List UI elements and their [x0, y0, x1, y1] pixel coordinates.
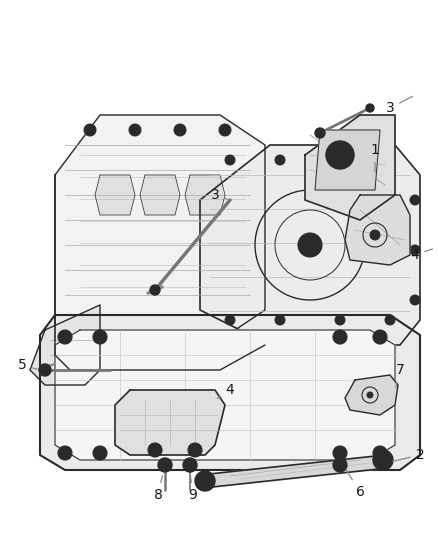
Polygon shape	[345, 195, 410, 265]
Circle shape	[333, 446, 347, 460]
Text: 9: 9	[189, 476, 198, 502]
Circle shape	[93, 446, 107, 460]
Circle shape	[333, 330, 347, 344]
Circle shape	[379, 456, 387, 464]
Circle shape	[148, 443, 162, 457]
Circle shape	[410, 195, 420, 205]
Circle shape	[410, 245, 420, 255]
Circle shape	[58, 446, 72, 460]
Circle shape	[333, 148, 347, 162]
Text: 8: 8	[154, 476, 162, 502]
Text: 3: 3	[211, 188, 227, 202]
Circle shape	[58, 330, 72, 344]
Polygon shape	[185, 175, 225, 215]
Circle shape	[373, 446, 387, 460]
Circle shape	[219, 124, 231, 136]
Text: 6: 6	[346, 470, 364, 499]
Polygon shape	[115, 390, 225, 455]
Circle shape	[298, 233, 322, 257]
Polygon shape	[30, 305, 100, 385]
Polygon shape	[95, 175, 135, 215]
Polygon shape	[345, 375, 398, 415]
Circle shape	[373, 450, 393, 470]
Circle shape	[39, 364, 51, 376]
Circle shape	[201, 477, 209, 485]
Text: 4: 4	[217, 383, 234, 399]
Circle shape	[315, 128, 325, 138]
Circle shape	[385, 315, 395, 325]
Circle shape	[367, 392, 373, 398]
Polygon shape	[55, 330, 395, 460]
Circle shape	[150, 285, 160, 295]
Circle shape	[158, 458, 172, 472]
Circle shape	[335, 315, 345, 325]
Circle shape	[337, 462, 343, 468]
Circle shape	[370, 230, 380, 240]
Circle shape	[183, 458, 197, 472]
Polygon shape	[315, 130, 380, 190]
Circle shape	[188, 443, 202, 457]
Circle shape	[275, 315, 285, 325]
Polygon shape	[40, 315, 420, 470]
Circle shape	[195, 471, 215, 491]
Text: 2: 2	[393, 448, 424, 462]
Circle shape	[225, 315, 235, 325]
Text: 3: 3	[385, 96, 413, 115]
Circle shape	[326, 141, 354, 169]
Circle shape	[335, 155, 345, 165]
Polygon shape	[200, 455, 388, 488]
Circle shape	[385, 155, 395, 165]
Text: 4: 4	[411, 248, 432, 262]
Text: 5: 5	[18, 358, 37, 372]
Circle shape	[129, 124, 141, 136]
Circle shape	[366, 104, 374, 112]
Circle shape	[410, 295, 420, 305]
Polygon shape	[200, 145, 420, 345]
Circle shape	[333, 458, 347, 472]
Polygon shape	[305, 115, 395, 220]
Circle shape	[187, 462, 193, 468]
Circle shape	[275, 155, 285, 165]
Polygon shape	[55, 115, 265, 340]
Circle shape	[84, 124, 96, 136]
Circle shape	[162, 462, 168, 468]
Circle shape	[174, 124, 186, 136]
Text: 1: 1	[371, 143, 379, 172]
Circle shape	[373, 330, 387, 344]
Polygon shape	[140, 175, 180, 215]
Circle shape	[225, 155, 235, 165]
Circle shape	[93, 330, 107, 344]
Text: 7: 7	[396, 363, 404, 387]
